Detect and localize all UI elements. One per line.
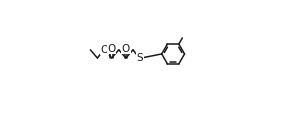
Text: S: S xyxy=(137,53,143,63)
Text: O: O xyxy=(101,45,109,55)
Text: O: O xyxy=(122,44,130,54)
Text: O: O xyxy=(107,44,116,54)
